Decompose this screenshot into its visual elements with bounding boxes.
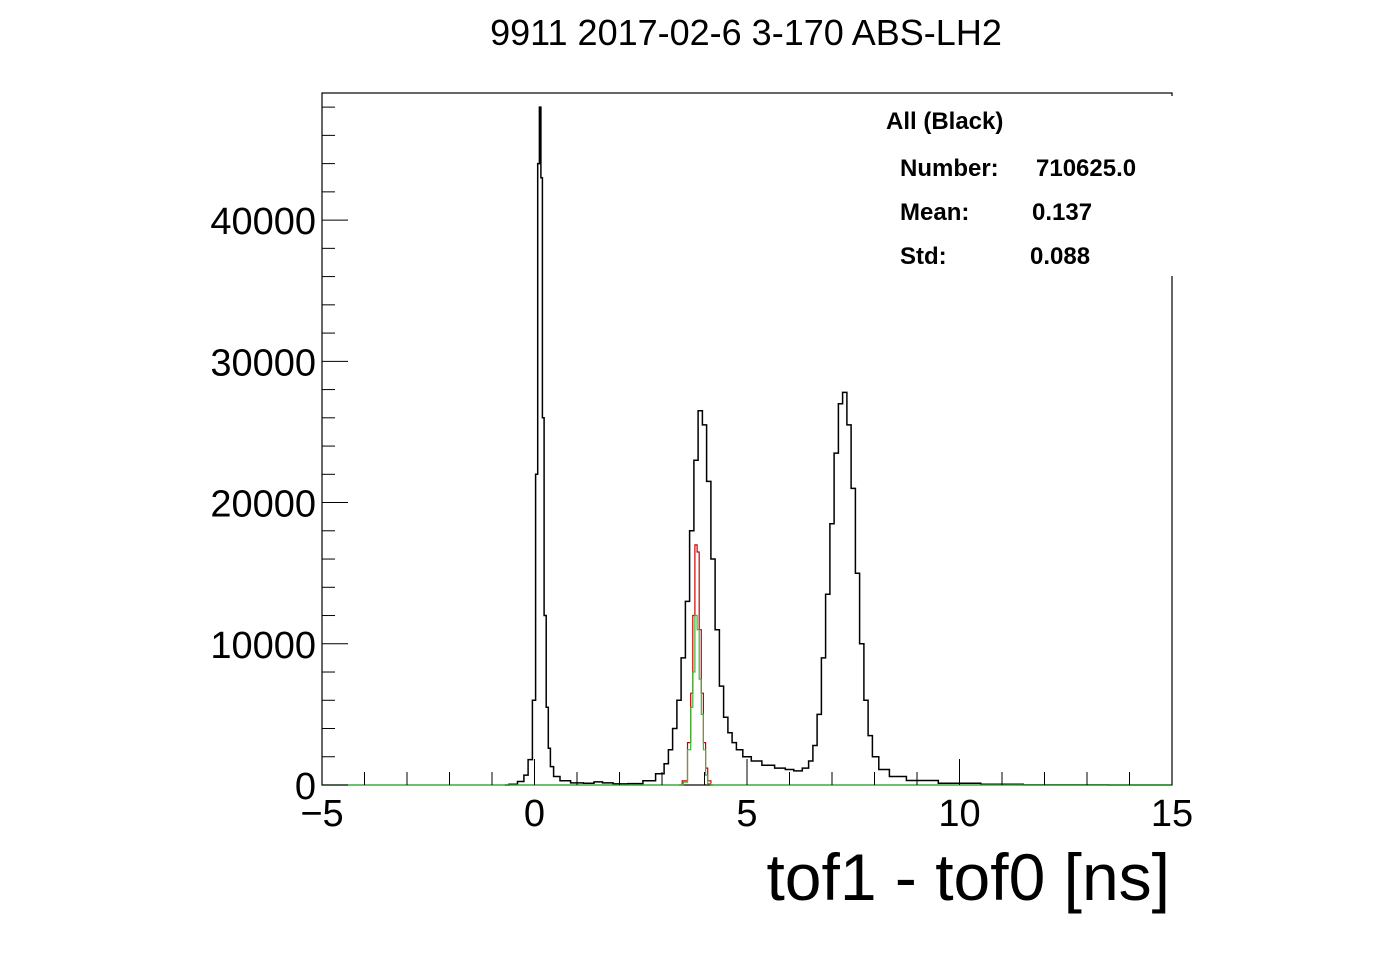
stats-value-std: 0.088 [1030, 243, 1090, 270]
stats-label-std: Std: [900, 243, 947, 270]
y-tick-label: 40000 [210, 201, 316, 243]
histogram-series-2 [322, 614, 1172, 786]
stats-value-number: 710625.0 [1036, 155, 1136, 182]
x-tick-label: 5 [736, 793, 757, 835]
ticks-layer [321, 106, 1173, 786]
histogram-series-1 [679, 544, 713, 786]
x-axis-label: tof1 - tof0 [ns] [766, 840, 1170, 914]
chart-title: 9911 2017-02-6 3-170 ABS-LH2 [490, 12, 1002, 53]
y-tick-label: 30000 [210, 342, 316, 384]
histogram-series-0 [504, 106, 1172, 786]
series-layer [322, 106, 1172, 786]
stats-box: All (Black) Number: 710625.0 Mean: 0.137… [870, 96, 1180, 276]
stats-label-mean: Mean: [900, 199, 969, 226]
stats-box-header: All (Black) [886, 108, 1003, 135]
x-tick-label: 10 [938, 793, 980, 835]
stats-label-number: Number: [900, 155, 999, 182]
x-tick-label: −5 [300, 793, 343, 835]
y-tick-label: 20000 [210, 484, 316, 526]
y-tick-label: 0 [295, 766, 316, 808]
y-tick-label: 10000 [210, 625, 316, 667]
stats-value-mean: 0.137 [1032, 199, 1092, 226]
x-tick-label: 15 [1151, 793, 1193, 835]
x-tick-label: 0 [524, 793, 545, 835]
stats-box-background [870, 96, 1180, 276]
